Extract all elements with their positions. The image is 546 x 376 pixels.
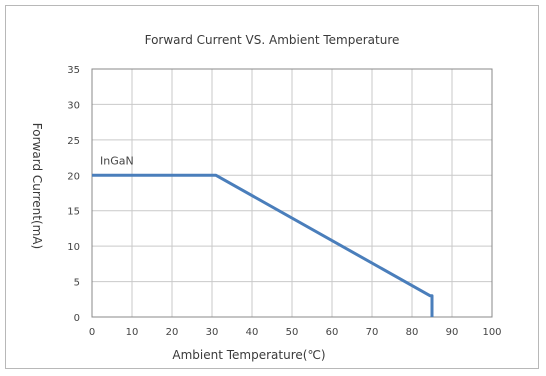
series-annotation: InGaN xyxy=(100,155,134,168)
x-tick-label: 20 xyxy=(166,327,179,338)
y-tick-label: 5 xyxy=(74,278,80,289)
chart-frame: Forward Current VS. Ambient Temperature … xyxy=(5,5,539,369)
x-tick-label: 80 xyxy=(406,327,419,338)
y-tick-label: 20 xyxy=(67,171,80,182)
x-tick-label: 10 xyxy=(126,327,139,338)
series-layer xyxy=(92,173,434,317)
chart-title: Forward Current VS. Ambient Temperature xyxy=(145,33,400,47)
x-tick-label: 60 xyxy=(326,327,339,338)
annotation-layer: InGaN xyxy=(100,155,134,168)
y-tick-label: 30 xyxy=(67,100,80,111)
x-tick-label: 50 xyxy=(286,327,299,338)
series-line-ingan xyxy=(92,173,434,317)
y-tick-label: 10 xyxy=(67,242,80,253)
y-axis-title: Forward Current(mA) xyxy=(30,123,44,249)
x-tick-label: 40 xyxy=(246,327,259,338)
grid-lines xyxy=(91,68,493,318)
tick-labels: 0 10 20 30 40 50 60 70 80 90 100 0 5 10 15 20 25 30 35 xyxy=(67,65,501,338)
y-tick-label: 25 xyxy=(67,136,80,147)
x-axis-title: Ambient Temperature(℃) xyxy=(172,348,325,362)
chart-canvas: Forward Current VS. Ambient Temperature … xyxy=(30,33,502,362)
x-tick-label: 70 xyxy=(366,327,379,338)
y-tick-label: 0 xyxy=(74,313,80,324)
x-tick-label: 100 xyxy=(482,327,501,338)
plot-border xyxy=(91,68,493,318)
y-tick-label: 15 xyxy=(67,207,80,218)
y-tick-label: 35 xyxy=(67,65,80,76)
x-tick-label: 30 xyxy=(206,327,219,338)
x-tick-label: 0 xyxy=(89,327,95,338)
x-tick-label: 90 xyxy=(446,327,459,338)
